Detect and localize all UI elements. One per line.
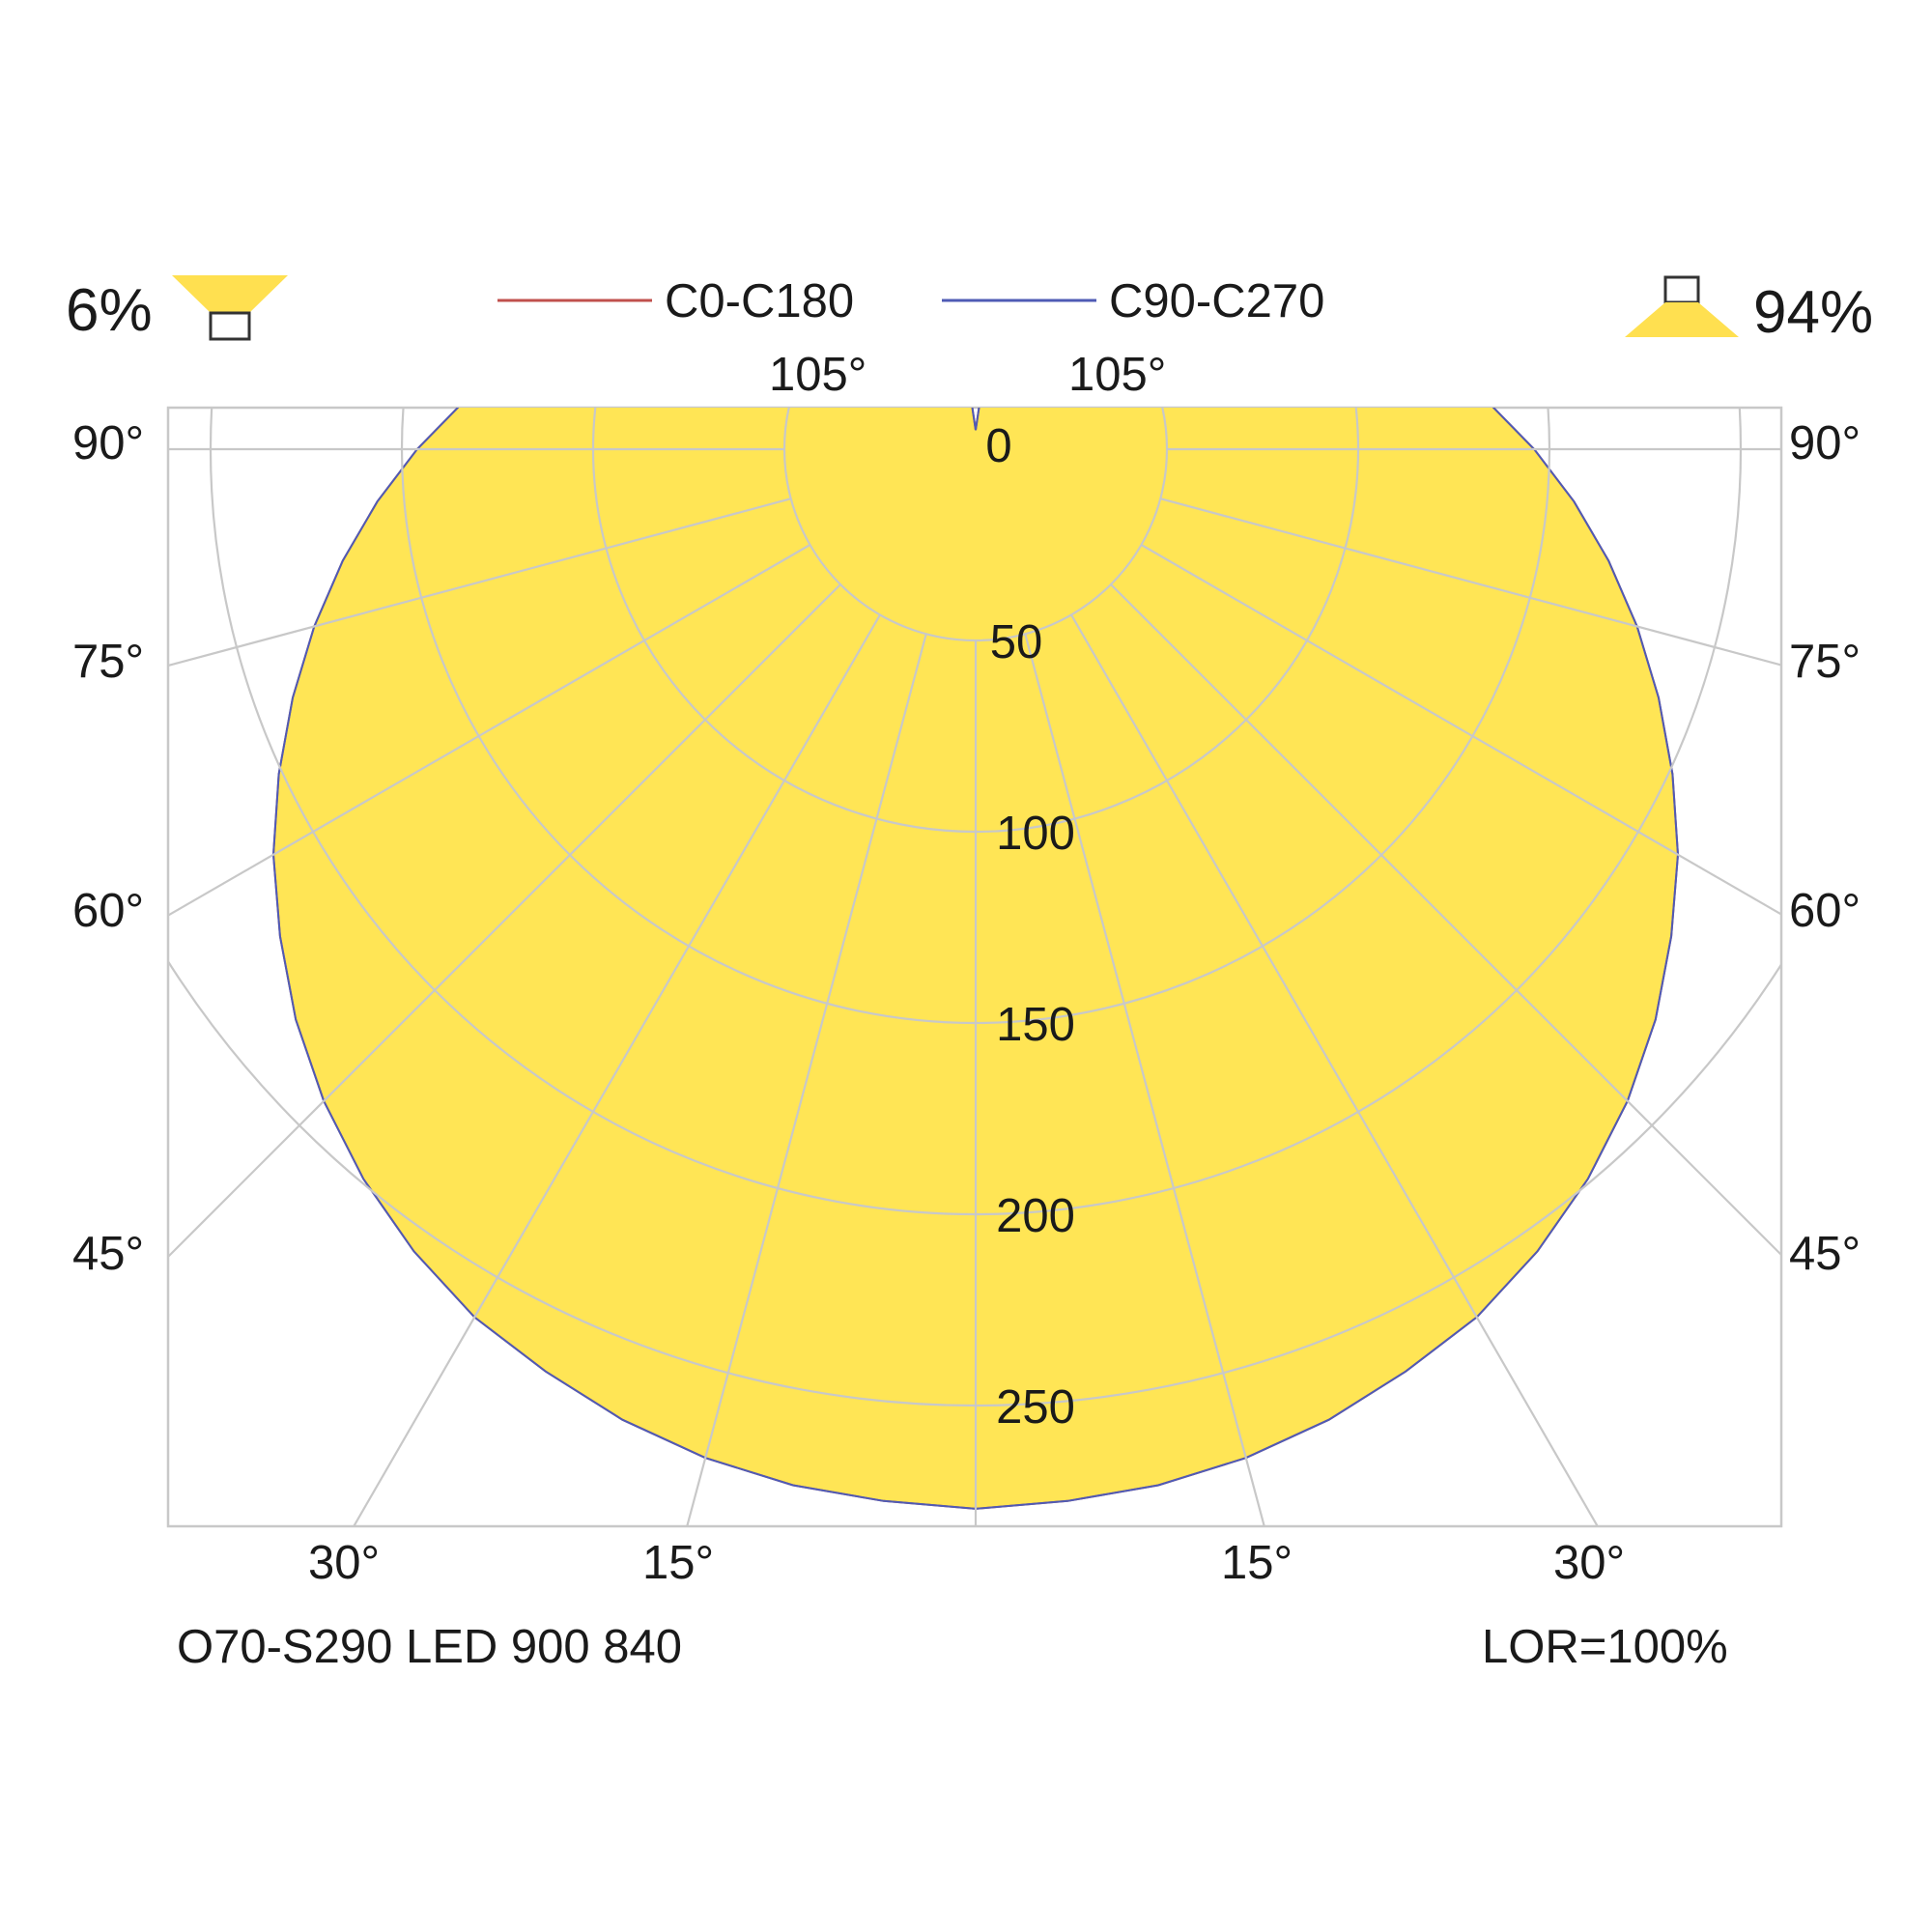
angle-label-15-left: 15° bbox=[642, 1537, 714, 1589]
grid-radial-75 bbox=[1159, 497, 1781, 667]
grid-radial-m105 bbox=[0, 99, 791, 400]
angle-label-45-right: 45° bbox=[1789, 1228, 1861, 1280]
r-tick-label-0: 0 bbox=[985, 420, 1011, 472]
grid-radial-30 bbox=[1070, 613, 1600, 1526]
angle-label-60-right: 60° bbox=[1789, 885, 1861, 937]
angle-label-90-left: 90° bbox=[72, 417, 144, 469]
r-tick-label-150: 150 bbox=[996, 999, 1075, 1051]
grid-radial-15 bbox=[1024, 633, 1265, 1526]
angle-label-90-right: 90° bbox=[1789, 417, 1861, 469]
angle-label-75-left: 75° bbox=[72, 636, 144, 688]
grid-radial-m15 bbox=[686, 633, 927, 1526]
grid-radial-m30 bbox=[352, 613, 881, 1526]
lor-label: LOR=100% bbox=[1482, 1621, 1728, 1673]
luminaire-name: O70-S290 LED 900 840 bbox=[177, 1621, 682, 1673]
downward-flux-label: 94% bbox=[1753, 279, 1873, 346]
r-tick-label-200: 200 bbox=[996, 1190, 1075, 1242]
r-tick-label-100: 100 bbox=[996, 808, 1075, 860]
angle-label-105-right: 105° bbox=[1068, 349, 1166, 401]
angle-label-75-right: 75° bbox=[1789, 636, 1861, 688]
r-tick-label-50: 50 bbox=[990, 616, 1043, 668]
r-tick-label-250: 250 bbox=[996, 1381, 1075, 1434]
angle-label-45-left: 45° bbox=[72, 1228, 144, 1280]
grid-radial-105 bbox=[1160, 99, 1932, 400]
angle-label-30-left: 30° bbox=[308, 1537, 380, 1589]
legend-label-c0: C0-C180 bbox=[665, 275, 854, 327]
grid-radial-m60 bbox=[168, 544, 811, 917]
angle-label-30-right: 30° bbox=[1553, 1537, 1625, 1589]
downward-light-icon bbox=[1625, 275, 1739, 337]
angle-label-60-left: 60° bbox=[72, 885, 144, 937]
upward-light-icon bbox=[172, 275, 288, 341]
angle-label-105-left: 105° bbox=[769, 349, 867, 401]
grid-radial-45 bbox=[1110, 583, 1781, 1257]
upward-flux-label: 6% bbox=[66, 277, 153, 344]
grid-radial-m75 bbox=[168, 497, 792, 668]
grid-radial-60 bbox=[1140, 544, 1781, 916]
angle-label-15-right: 15° bbox=[1221, 1537, 1293, 1589]
grid-radial-m45 bbox=[168, 583, 841, 1259]
legend-label-c90: C90-C270 bbox=[1109, 275, 1324, 327]
